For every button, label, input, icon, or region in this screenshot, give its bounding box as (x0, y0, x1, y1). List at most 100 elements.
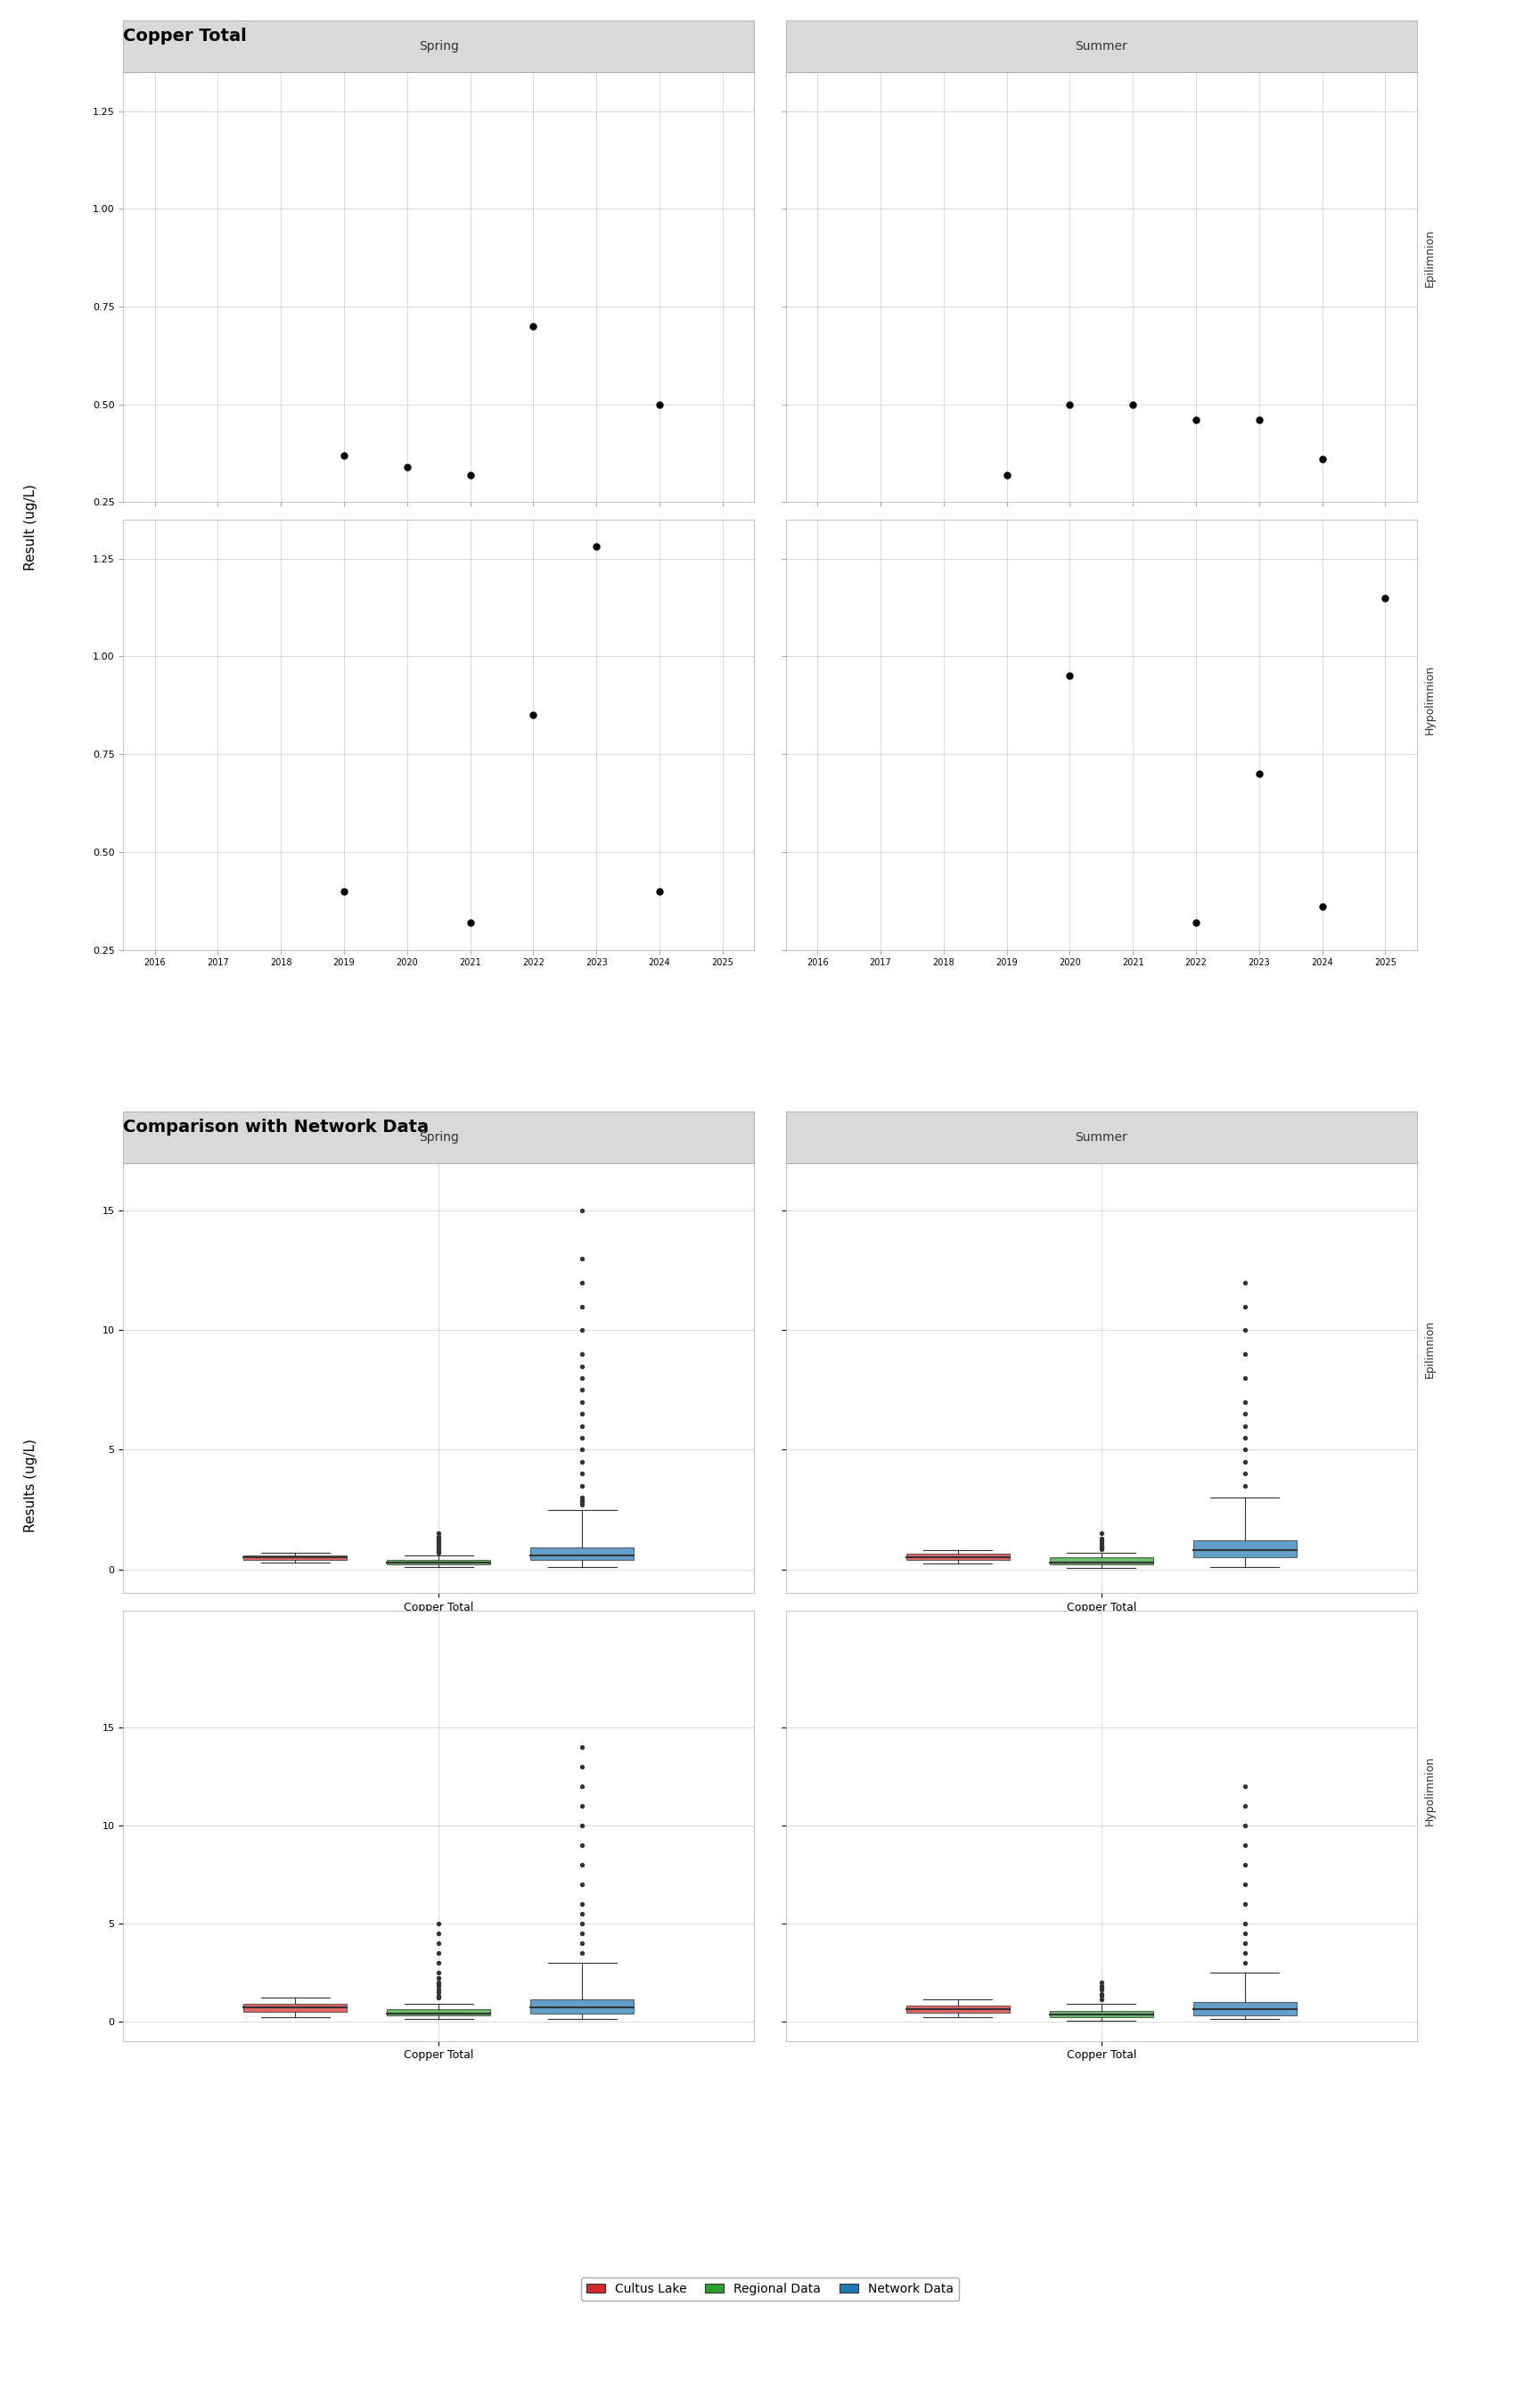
FancyBboxPatch shape (530, 2001, 634, 2013)
Point (1089, 1974, 1113, 2013)
Point (1232, 1768, 1257, 1807)
Point (570, 1807, 594, 1845)
Point (427, 1531, 451, 1569)
Point (995, 455, 1019, 494)
Text: Epilimnion: Epilimnion (1423, 230, 1435, 288)
Point (570, 1768, 594, 1807)
Point (1232, 1905, 1257, 1943)
Point (1089, 1972, 1113, 2010)
Point (1232, 1934, 1257, 1972)
Point (570, 1347, 594, 1385)
Point (1089, 1967, 1113, 2005)
FancyBboxPatch shape (123, 19, 755, 72)
Point (1232, 1864, 1257, 1902)
Point (1058, 386, 1083, 424)
Point (427, 1924, 451, 1962)
Point (1232, 1886, 1257, 1924)
Point (570, 1311, 594, 1349)
Point (427, 1979, 451, 2017)
Point (1089, 1962, 1113, 2001)
Text: Spring: Spring (419, 1131, 459, 1143)
Point (427, 1519, 451, 1557)
Point (457, 455, 482, 494)
Point (570, 1728, 594, 1766)
Point (1089, 1514, 1113, 1553)
Point (1089, 1524, 1113, 1562)
Point (1232, 1359, 1257, 1397)
Point (570, 1239, 594, 1277)
Point (427, 1521, 451, 1560)
Point (1184, 903, 1209, 942)
Point (570, 1335, 594, 1373)
Point (570, 1382, 594, 1421)
Point (570, 1934, 594, 1972)
Point (427, 1529, 451, 1567)
Text: Epilimnion: Epilimnion (1423, 1320, 1435, 1378)
Point (427, 1524, 451, 1562)
FancyBboxPatch shape (1050, 2010, 1153, 2017)
Point (570, 1371, 594, 1409)
Point (1232, 1263, 1257, 1301)
Point (1311, 441, 1335, 479)
FancyBboxPatch shape (243, 2003, 346, 2013)
Point (394, 448, 419, 486)
Point (1232, 1787, 1257, 1826)
Point (570, 1486, 594, 1524)
Point (427, 1521, 451, 1560)
FancyBboxPatch shape (1194, 1541, 1297, 1557)
Point (1232, 1826, 1257, 1864)
FancyBboxPatch shape (387, 1560, 490, 1565)
Point (1089, 1529, 1113, 1567)
Point (570, 1787, 594, 1826)
Point (457, 903, 482, 942)
Point (427, 1962, 451, 2001)
Point (570, 1466, 594, 1505)
Point (331, 436, 356, 474)
Text: Result (ug/L): Result (ug/L) (25, 484, 37, 570)
Point (427, 1972, 451, 2010)
Point (427, 1514, 451, 1553)
FancyBboxPatch shape (1194, 2001, 1297, 2015)
FancyBboxPatch shape (906, 2005, 1010, 2013)
Point (570, 1442, 594, 1481)
Point (570, 1359, 594, 1397)
Point (570, 1430, 594, 1469)
Point (1058, 657, 1083, 695)
Point (331, 872, 356, 910)
Point (1232, 1406, 1257, 1445)
Text: Summer: Summer (1075, 41, 1127, 53)
Point (647, 386, 671, 424)
Point (427, 1967, 451, 2005)
FancyBboxPatch shape (387, 2010, 490, 2015)
Point (570, 1418, 594, 1457)
Point (427, 1977, 451, 2015)
Point (1232, 1311, 1257, 1349)
Point (427, 1531, 451, 1569)
Point (570, 1845, 594, 1883)
FancyBboxPatch shape (785, 1112, 1417, 1162)
Point (427, 1934, 451, 1972)
Point (521, 307, 545, 345)
Point (570, 1864, 594, 1902)
Point (570, 1263, 594, 1301)
Point (427, 1960, 451, 1998)
Point (1232, 1924, 1257, 1962)
Point (1089, 1526, 1113, 1565)
Point (1232, 1418, 1257, 1457)
Point (1184, 400, 1209, 438)
Point (647, 872, 671, 910)
FancyBboxPatch shape (530, 1548, 634, 1560)
Point (1232, 1394, 1257, 1433)
FancyBboxPatch shape (785, 19, 1417, 72)
Point (1121, 386, 1146, 424)
Text: Summer: Summer (1075, 1131, 1127, 1143)
Point (427, 1965, 451, 2003)
Point (427, 1526, 451, 1565)
Point (427, 1524, 451, 1562)
Point (570, 1747, 594, 1785)
Point (1232, 1807, 1257, 1845)
Point (570, 1914, 594, 1953)
Point (1232, 1914, 1257, 1953)
Text: Spring: Spring (419, 41, 459, 53)
Point (427, 1526, 451, 1565)
